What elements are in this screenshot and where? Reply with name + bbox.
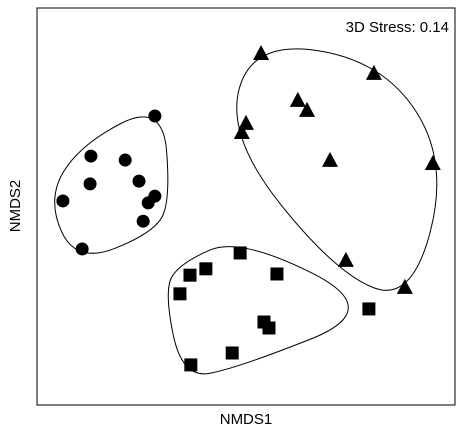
point [136,214,150,228]
point [83,177,97,191]
point [253,45,270,61]
point [233,124,250,140]
point [84,149,98,163]
point [183,268,197,282]
annotation: 3D Stress: 0.14 [346,19,449,36]
group-hull [236,48,438,291]
point [299,101,316,117]
point [270,267,284,281]
point [262,321,276,335]
point [141,196,155,210]
point [118,153,132,167]
point [199,262,213,276]
x-axis-label: NMDS1 [220,411,273,428]
point [173,287,187,301]
point [132,174,146,188]
point [362,302,376,316]
point [75,242,89,256]
point [424,155,441,171]
plot-frame [36,7,456,406]
point [322,151,339,167]
group-hull [167,246,349,375]
point [56,194,70,208]
point [184,358,198,372]
point [148,109,162,123]
y-axis-label: NMDS2 [7,180,24,233]
point [365,64,382,80]
point [396,278,413,294]
group-hull [54,116,169,254]
point [337,251,354,267]
point [289,91,306,107]
point [225,346,239,360]
point [233,246,247,260]
